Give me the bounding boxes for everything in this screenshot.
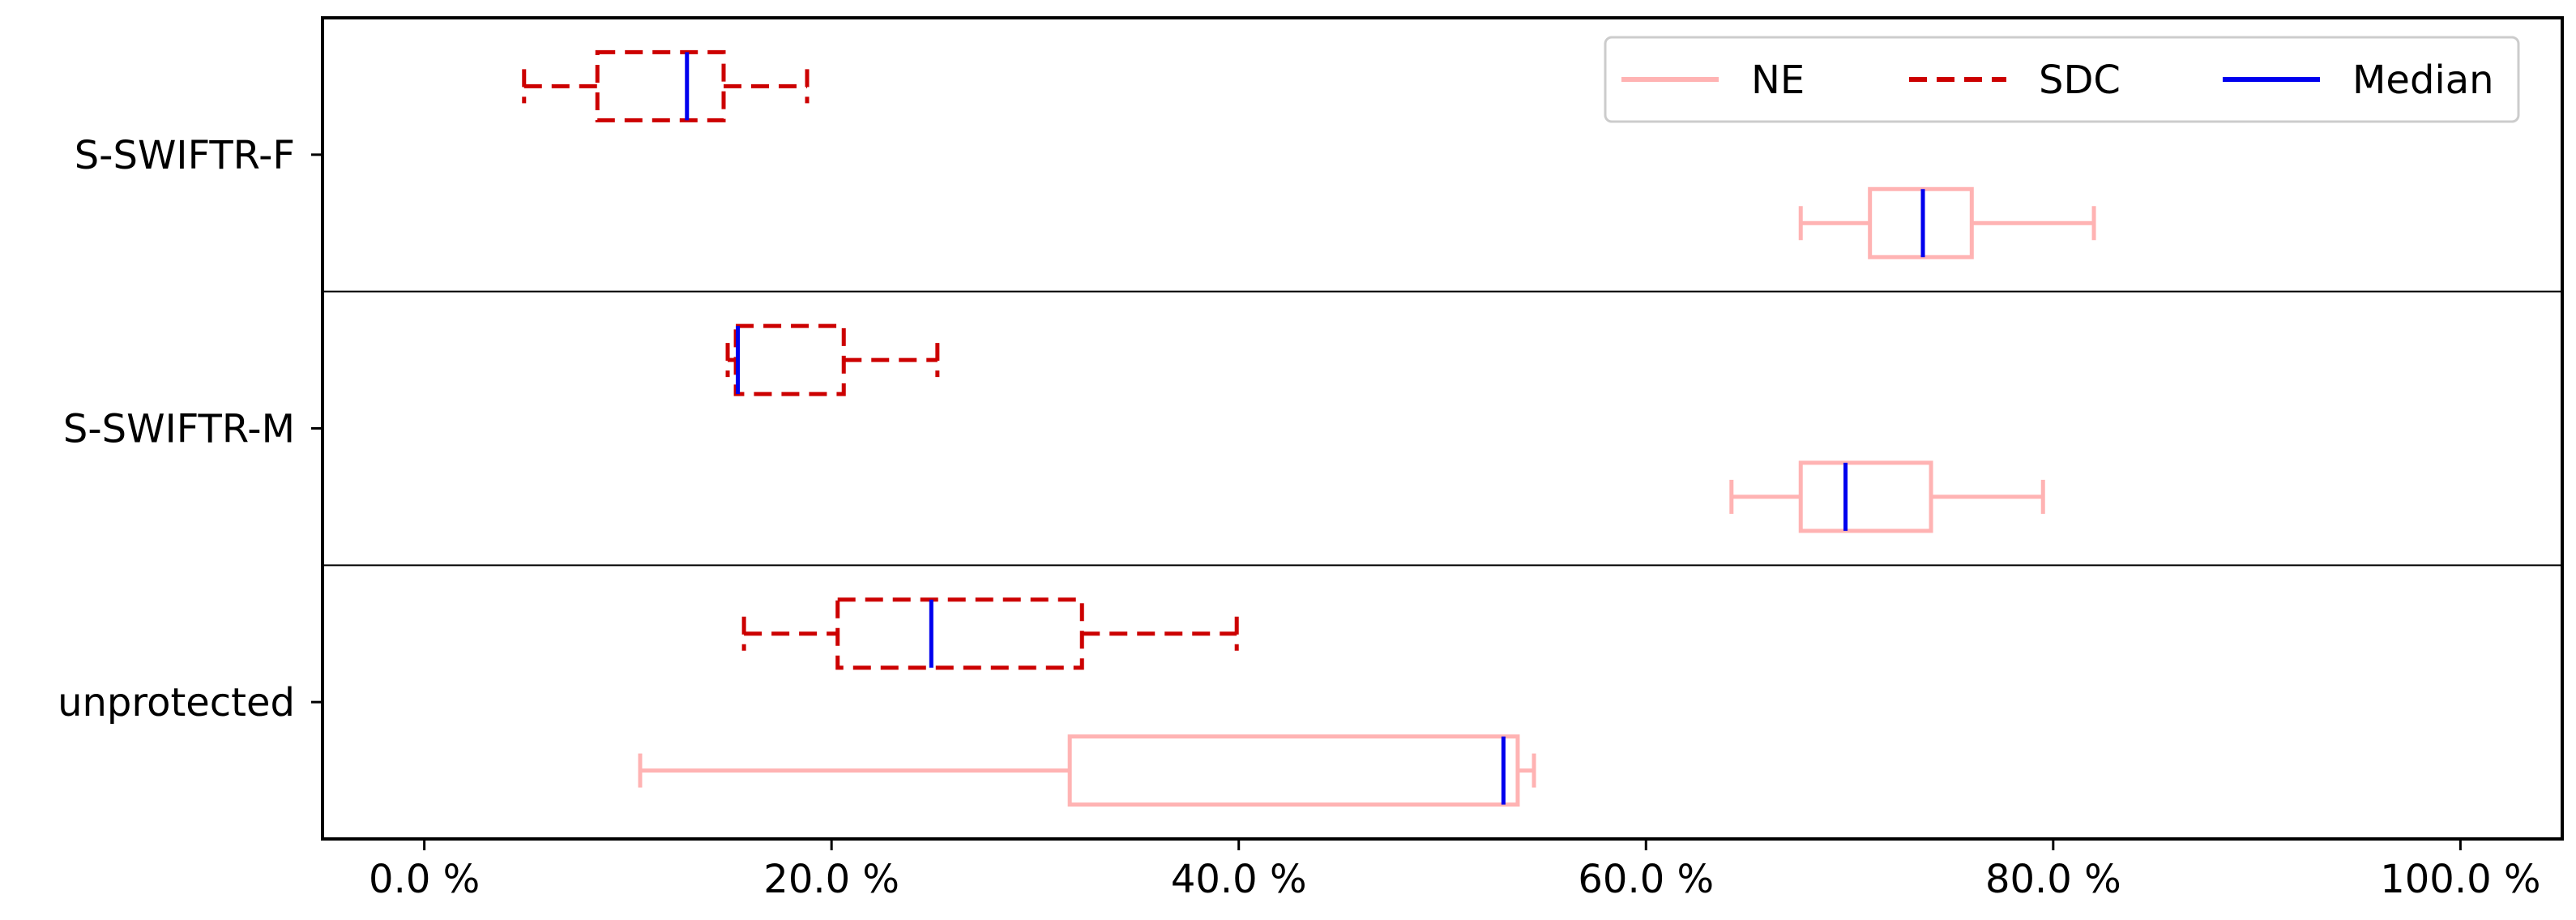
box-ne-s-swiftr-f: [1798, 186, 2096, 259]
legend-label-ne: NE: [1751, 58, 1805, 103]
box-ne-unprotected: [638, 734, 1536, 807]
legend-frame: [1604, 36, 2520, 123]
y-axis: S-SWIFTR-F S-SWIFTR-M unprotected: [58, 133, 323, 725]
x-tick-label: 80.0 %: [1985, 857, 2121, 902]
box-ne-s-swiftr-m: [1729, 460, 2045, 533]
legend-label-median: Median: [2352, 58, 2494, 103]
iqr-box: [595, 49, 726, 122]
y-tick-label-unprotected: unprotected: [58, 680, 295, 725]
legend-label-sdc: SDC: [2039, 58, 2121, 103]
plot-frame: [321, 16, 2564, 841]
x-axis: 0.0 % 20.0 % 40.0 % 60.0 % 80.0 % 100.0 %: [369, 839, 2541, 902]
iqr-box: [733, 323, 846, 396]
y-tick-label-s-swiftr-m: S-SWIFTR-M: [63, 407, 295, 452]
box-sdc-s-swiftr-f: [522, 49, 810, 122]
legend: NE SDC Median: [1604, 36, 2520, 123]
x-tick-label: 60.0 %: [1578, 857, 1714, 902]
iqr-box: [1067, 734, 1520, 807]
x-tick-label: 20.0 %: [763, 857, 899, 902]
box-sdc-unprotected: [741, 597, 1239, 670]
iqr-box: [1798, 460, 1933, 533]
y-tick-label-s-swiftr-f: S-SWIFTR-F: [75, 133, 295, 178]
x-tick-label: 0.0 %: [369, 857, 480, 902]
box-sdc-s-swiftr-m: [725, 323, 940, 396]
iqr-box: [1868, 186, 1974, 259]
x-tick-label: 100.0 %: [2380, 857, 2540, 902]
plot-area: [321, 16, 2564, 841]
iqr-box: [835, 597, 1084, 670]
x-tick-label: 40.0 %: [1171, 857, 1307, 902]
